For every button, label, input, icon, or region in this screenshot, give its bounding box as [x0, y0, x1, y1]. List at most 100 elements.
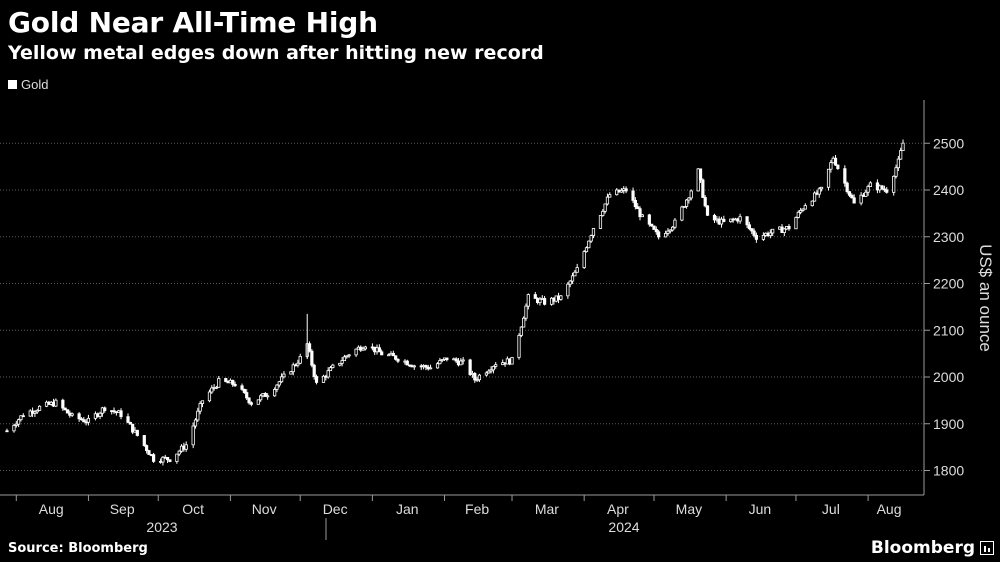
- candle-body: [331, 364, 335, 369]
- candle-body: [559, 295, 563, 300]
- candle-body: [207, 391, 212, 402]
- candle-body: [214, 386, 219, 389]
- x-tick-label: Jul: [822, 501, 840, 517]
- candle-body: [177, 450, 181, 455]
- candle-body: [79, 418, 84, 421]
- candle-body: [866, 186, 870, 193]
- candle-body: [77, 413, 81, 420]
- candle-body: [19, 415, 23, 421]
- candle-body: [524, 305, 528, 319]
- candle-body: [231, 379, 235, 385]
- candle-body: [591, 228, 596, 236]
- y-tick-label: 2400: [933, 182, 964, 198]
- candle-body: [396, 358, 400, 362]
- candle-body: [256, 399, 260, 405]
- candle-body: [671, 226, 675, 231]
- candle-body: [161, 456, 165, 463]
- candle-body: [826, 168, 831, 188]
- candle-body: [843, 168, 847, 184]
- candle-body: [745, 216, 749, 226]
- x-tick-labels: Aug Sep Oct Nov Dec Jan Feb Mar Apr May Jun Jul Aug: [15, 495, 902, 517]
- candle-body: [135, 429, 139, 436]
- candle-body: [796, 211, 800, 218]
- candle-body: [175, 453, 179, 462]
- candle-body: [405, 360, 409, 366]
- candle-body: [819, 186, 824, 190]
- candle-body: [859, 194, 863, 204]
- candle-body: [224, 378, 228, 382]
- candle-body: [654, 229, 658, 233]
- candle-body: [14, 423, 18, 426]
- candle-body: [864, 191, 868, 197]
- candle-body: [273, 389, 277, 397]
- bloomberg-logo: Bloomberg: [871, 538, 994, 558]
- candle-body: [445, 357, 449, 361]
- candle-body: [128, 421, 132, 425]
- candle-body: [673, 219, 677, 228]
- legend: Gold: [8, 77, 48, 92]
- candle-body: [412, 365, 416, 368]
- candle-body: [312, 364, 316, 377]
- candle-body: [703, 197, 707, 207]
- candle-body: [21, 415, 25, 418]
- y-tick-label: 2100: [933, 322, 964, 338]
- candle-body: [380, 351, 384, 356]
- candle-body: [608, 194, 612, 198]
- candle-body: [147, 450, 151, 455]
- year-label-2023: 2023: [146, 519, 177, 535]
- candle-body: [638, 208, 642, 218]
- candle-body: [354, 348, 358, 356]
- candle-body: [899, 150, 903, 160]
- brand-name: Bloomberg: [870, 538, 975, 558]
- candle-body: [633, 199, 637, 208]
- candle-body: [566, 283, 570, 297]
- candle-body: [342, 356, 347, 362]
- candle-body: [394, 355, 398, 360]
- candle-body: [750, 228, 754, 232]
- candle-body: [387, 354, 391, 357]
- candle-body: [494, 364, 498, 367]
- candle-body: [310, 350, 314, 366]
- candle-body: [738, 216, 742, 222]
- candle-body: [473, 373, 477, 381]
- candle-body: [868, 182, 873, 187]
- candle-body: [689, 190, 693, 199]
- x-tick-label: Apr: [607, 501, 629, 517]
- candle-body: [242, 388, 246, 393]
- year-label-2024: 2024: [608, 519, 639, 535]
- candle-body: [145, 445, 149, 451]
- candle-body: [35, 410, 39, 413]
- candle-body: [782, 228, 786, 233]
- candle-body: [575, 267, 579, 273]
- candle-body: [263, 393, 267, 397]
- candle-body: [712, 214, 717, 221]
- x-tick-label: Oct: [182, 501, 204, 517]
- candle-body: [847, 191, 852, 196]
- candle-body: [603, 203, 607, 212]
- candle-body: [196, 410, 200, 421]
- candle-body: [200, 400, 205, 404]
- candle-body: [901, 142, 905, 151]
- candle-body: [526, 294, 530, 307]
- candle-body: [259, 395, 263, 401]
- candle-body: [650, 223, 654, 227]
- candle-body: [377, 347, 381, 353]
- candle-body: [896, 158, 900, 169]
- candle-body: [752, 230, 756, 236]
- candle-body: [587, 240, 591, 249]
- bloomberg-terminal-icon: [980, 541, 994, 555]
- candle-body: [517, 334, 521, 358]
- candle-body: [543, 298, 547, 305]
- candle-body: [885, 189, 889, 193]
- candle-body: [454, 358, 458, 362]
- candle-body: [787, 225, 791, 230]
- axes: [0, 100, 925, 540]
- y-tick-label: 2000: [933, 369, 964, 385]
- candle-body: [799, 210, 803, 213]
- candle-body: [722, 218, 726, 222]
- candle-body: [573, 271, 577, 277]
- candle-body: [459, 360, 463, 366]
- candle-body: [484, 372, 489, 376]
- candle-body: [794, 217, 798, 230]
- candle-body: [631, 190, 635, 201]
